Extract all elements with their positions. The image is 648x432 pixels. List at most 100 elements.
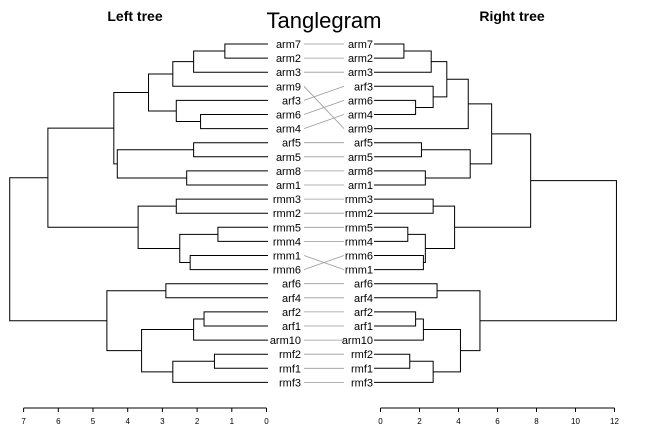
right-tree-branch [407,233,426,264]
left-axis-tick-label: 3 [160,417,165,426]
right-tree-branch [374,255,424,271]
right-leaf-label: rmm1 [345,265,373,277]
left-tree-branch [9,177,107,322]
right-tree-branch [374,226,409,242]
left-leaf-label: arf5 [282,138,301,150]
left-tree-branch [141,329,194,373]
left-leaf-label: arm1 [276,180,301,192]
connector-line [303,255,345,270]
left-tree-branch [179,233,218,264]
left-tree-branch [189,255,268,271]
left-leaf-label: rmm3 [273,194,301,206]
left-dendrogram [9,43,268,383]
connector-line [303,85,345,101]
left-tree-branch [186,170,268,186]
left-height-axis: 7 6 5 4 3 2 1 0 [21,407,269,426]
right-axis-tick-label: 6 [495,417,500,426]
right-leaf-label: arf3 [354,81,373,93]
left-axis-tick-label: 0 [264,417,269,426]
left-leaf-label: rmf1 [279,363,301,375]
right-leaf-label: rmm2 [345,208,373,220]
left-leaf-label: arm4 [276,124,301,136]
connector-lines [303,43,345,383]
left-axis-tick-label: 5 [91,417,96,426]
left-tree-branch [172,61,268,87]
left-leaf-label: rmf2 [279,349,301,361]
right-tree-branch [374,43,405,59]
right-tree-branch [374,360,434,383]
left-tree-branch [137,205,180,249]
left-leaf-label: arf3 [282,95,301,107]
left-axis-tick-label: 4 [125,417,130,426]
left-leaf-label: arm9 [276,81,301,93]
right-tree-branch [374,170,426,186]
left-tree-title: Left tree [107,8,162,24]
right-leaf-labels: arm7 arm2 arm3 arf3 arm6 arm4 arm9 arf5 arm5 arm8… [342,39,373,389]
left-tree-branch [224,43,268,59]
left-leaf-label: rmm6 [273,265,301,277]
right-tree-branch [437,290,481,352]
right-leaf-label: arf1 [354,321,373,333]
left-leaf-label: rmm4 [273,236,301,248]
left-leaf-label: rmm2 [273,208,301,220]
left-axis-tick-label: 6 [56,417,61,426]
chart-title: Tanglegram [267,8,382,33]
left-leaf-label: arf4 [282,293,301,305]
right-tree-branch [374,99,417,115]
right-tree-title: Right tree [479,8,545,24]
left-leaf-labels: arm7 arm2 arm3 arm9 arf3 arm6 arm4 arf5 arm5 arm8… [270,39,301,389]
right-axis-tick-label: 10 [571,417,580,426]
left-tree-branch [116,149,194,179]
right-tree-branch [374,50,432,73]
right-tree-branch [468,103,493,165]
right-leaf-label: arm3 [348,67,373,79]
left-tree-branch [203,311,268,327]
right-tree-branch [374,85,434,108]
left-leaf-label: arf6 [282,279,301,291]
right-leaf-label: rmf3 [351,377,373,389]
left-tree-branch [175,198,268,214]
right-leaf-label: arm10 [342,335,373,347]
left-leaf-label: rmf3 [279,377,301,389]
right-axis-tick-label: 8 [534,417,539,426]
left-axis-tick-label: 7 [21,417,26,426]
left-tree-branch [175,99,268,123]
left-tree-branch [213,353,268,369]
right-axis-tick-label: 12 [610,417,619,426]
right-leaf-label: arf5 [354,138,373,150]
right-leaf-label: arm4 [348,110,373,122]
left-tree-branch [172,360,268,383]
left-tree-branch [200,114,268,130]
left-leaf-label: arm5 [276,152,301,164]
right-leaf-label: rmm4 [345,236,373,248]
right-leaf-label: rmm5 [345,222,373,234]
right-dendrogram [374,43,617,383]
right-leaf-label: arm6 [348,95,373,107]
right-axis-tick-label: 0 [378,417,383,426]
right-axis-tick-label: 2 [417,417,422,426]
right-leaf-label: rmf2 [351,349,373,361]
right-tree-branch [454,133,532,228]
right-leaf-label: rmm6 [345,251,373,263]
left-leaf-label: rmm5 [273,222,301,234]
right-leaf-label: rmm3 [345,194,373,206]
right-tree-branch [374,311,417,327]
left-tree-branch [193,50,268,73]
right-tree-branch [374,283,438,299]
left-axis-tick-label: 2 [195,417,200,426]
right-leaf-label: arm8 [348,166,373,178]
right-tree-branch [423,329,461,373]
left-tree-branch [106,290,166,352]
right-tree-branch [479,180,617,322]
connector-line [303,114,345,129]
right-height-axis: 0 2 4 6 8 10 12 [378,407,619,426]
left-tree-branch [217,226,268,242]
left-tree-branch [148,73,177,112]
left-tree-branch [193,318,268,341]
left-leaf-label: arm10 [270,335,301,347]
right-leaf-label: arf4 [354,293,373,305]
right-axis-tick-label: 4 [456,417,461,426]
left-leaf-label: arm6 [276,110,301,122]
right-tree-branch [374,198,434,214]
right-tree-branch [421,149,471,179]
